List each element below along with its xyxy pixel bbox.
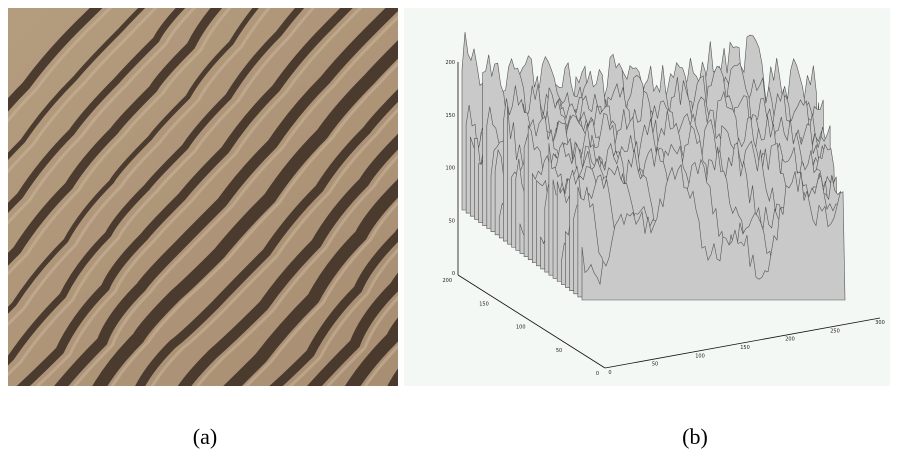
ripple-highlight	[195, 153, 398, 386]
x-tick-label: 200	[785, 337, 795, 343]
axes	[457, 62, 881, 369]
z-tick-label: 200	[445, 60, 455, 66]
ripple-shadow	[223, 178, 398, 386]
ripple-highlight	[8, 8, 113, 123]
ripple-highlight	[326, 295, 398, 386]
z-tick-label: 100	[445, 166, 455, 172]
ripple-highlight	[72, 15, 398, 386]
y-tick-label: 150	[479, 301, 489, 307]
ripple-shadow	[8, 8, 223, 266]
x-tick-label: 300	[875, 320, 885, 326]
x-tick-label: 50	[652, 362, 658, 368]
ripple-shadow	[54, 8, 398, 386]
y-axis	[457, 274, 606, 369]
ripple-shadow	[8, 8, 186, 214]
ripple-highlight	[8, 8, 158, 174]
z-tick-label: 150	[445, 113, 455, 119]
surface-plot	[461, 32, 846, 301]
ripple-shadow	[344, 317, 398, 386]
caption-b: (b)	[682, 424, 708, 449]
ripple-highlight	[244, 200, 398, 386]
x-tick-label: 100	[695, 353, 705, 359]
ripple-shadow	[8, 8, 259, 314]
ripple-shadow	[16, 8, 353, 386]
x-tick-label: 0	[608, 370, 611, 376]
y-tick-label: 50	[556, 348, 562, 354]
sand-photo	[8, 8, 398, 386]
caption-a: (a)	[193, 424, 217, 449]
ripple-highlight	[150, 107, 398, 386]
y-tick-label: 100	[516, 325, 526, 331]
z-tick-label: 0	[452, 271, 455, 277]
ripple-shadow	[8, 8, 103, 112]
ripple-highlight	[8, 8, 316, 377]
ripple-shadow	[8, 8, 305, 366]
surface-row	[581, 164, 846, 301]
ripple-shadow	[177, 133, 398, 386]
ripple-shadow	[92, 40, 398, 386]
ripple-shadow	[135, 89, 398, 386]
ripple-highlight	[288, 247, 398, 386]
ripple-shadow	[269, 227, 398, 386]
ripple-highlight	[35, 8, 363, 386]
y-tick-label: 0	[596, 371, 599, 377]
x-tick-label: 250	[830, 328, 840, 334]
ripple-highlight	[8, 8, 232, 276]
x-tick-label: 150	[740, 345, 750, 351]
ripple-highlight	[8, 8, 271, 327]
ripple-shadow	[307, 272, 398, 386]
ripple-highlight	[8, 8, 197, 225]
ripple-highlight	[110, 61, 398, 386]
x-axis	[604, 317, 881, 369]
z-tick-label: 50	[449, 218, 455, 224]
y-tick-label: 200	[442, 278, 452, 284]
ripple-shadow	[8, 8, 146, 161]
